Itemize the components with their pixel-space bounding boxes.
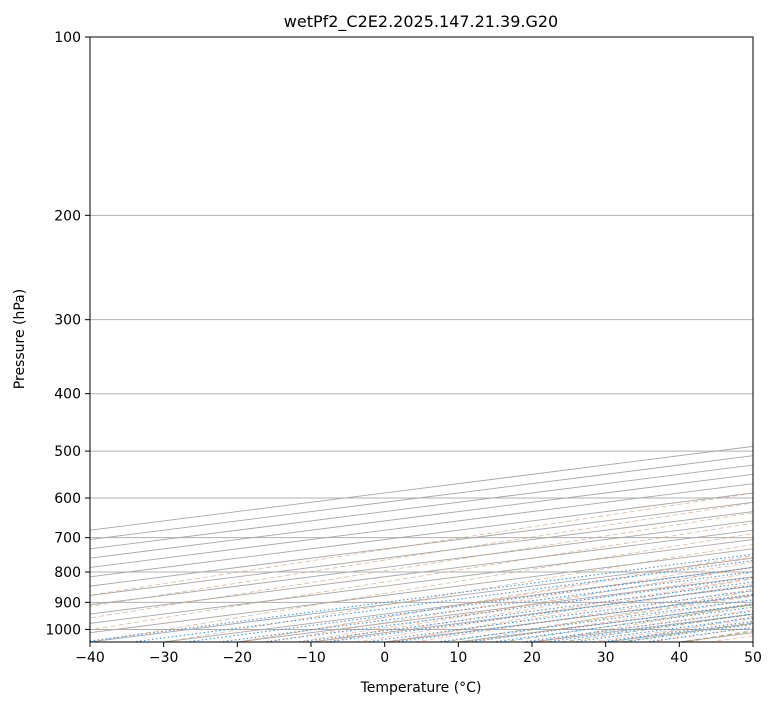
isotherm-line (90, 529, 753, 615)
moist-adiabat (325, 572, 753, 642)
isotherm-line (90, 511, 753, 596)
x-tick-label: 10 (449, 650, 467, 666)
chart-title: wetPf2_C2E2.2025.147.21.39.G20 (284, 12, 558, 32)
x-tick-label: 40 (670, 650, 688, 666)
mixing-ratio-line (492, 606, 753, 642)
mixing-ratio-line (467, 603, 753, 642)
dry-adiabat (90, 512, 753, 619)
x-tick-label: 20 (523, 650, 541, 666)
isotherm-line (90, 473, 753, 559)
x-tick-label: −20 (223, 650, 253, 666)
moist-adiabat (355, 577, 753, 642)
y-tick-label: 300 (54, 313, 81, 329)
moist-adiabat (473, 599, 753, 642)
plot-area: -100-90-80-70-60-50-40-30-20-100.10.20.4… (90, 37, 753, 642)
isotherm-line (90, 464, 753, 550)
isotherm-line (90, 492, 753, 578)
moist-adiabats (237, 556, 753, 642)
isotherm-line (90, 501, 753, 587)
y-tick-label: 400 (54, 387, 81, 403)
x-tick-label: −30 (149, 650, 179, 666)
y-tick-label: 1000 (45, 622, 81, 638)
mixing-ratio-line (436, 599, 753, 642)
x-axis-ticks: −40 −30 −20 −10 0 10 20 30 40 50 (75, 642, 762, 666)
y-tick-label: 600 (54, 491, 81, 507)
mixing-ratio-line (131, 560, 753, 642)
plot-frame (89, 36, 754, 643)
moist-adiabat (414, 588, 753, 642)
mixing-ratio-line (90, 553, 753, 642)
y-tick-label: 900 (54, 595, 81, 611)
isotherm-line (90, 483, 753, 568)
dry-adiabats (90, 492, 753, 642)
dry-adiabat (389, 578, 753, 642)
isotherm-line (90, 539, 753, 624)
y-tick-label: 200 (54, 208, 81, 224)
x-tick-label: 50 (744, 650, 762, 666)
dry-adiabat (90, 502, 753, 607)
x-tick-label: −40 (75, 650, 105, 666)
dry-adiabat (239, 555, 753, 642)
y-axis-label: Pressure (hPa) (12, 289, 28, 389)
skewed-isotherms (90, 445, 753, 642)
mixing-ratio-lines (90, 553, 753, 642)
isotherm-line (90, 520, 753, 606)
x-tick-label: 30 (597, 650, 615, 666)
dry-adiabat (90, 522, 753, 631)
y-tick-label: 100 (54, 30, 81, 46)
x-tick-label: 0 (380, 650, 389, 666)
y-tick-label: 500 (54, 444, 81, 460)
x-tick-label: −10 (296, 650, 326, 666)
y-tick-label: 700 (54, 531, 81, 547)
mixing-ratio-line (185, 566, 753, 642)
dry-adiabat (464, 590, 753, 642)
x-axis-label: Temperature (°C) (360, 680, 482, 696)
y-axis-ticks: 100 200 300 400 500 600 700 800 900 1000 (45, 30, 90, 638)
y-tick-label: 800 (54, 565, 81, 581)
dry-adiabat (90, 533, 753, 642)
